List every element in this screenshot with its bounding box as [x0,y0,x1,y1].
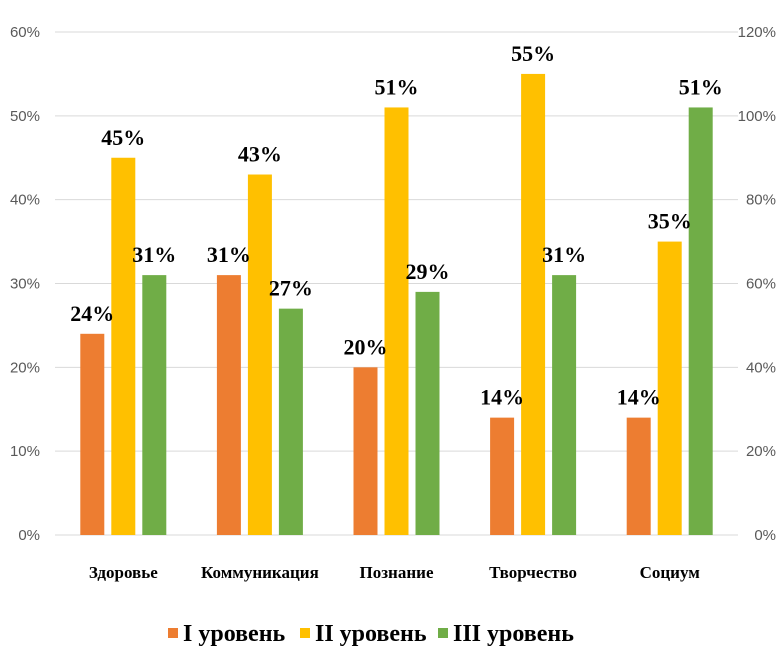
legend: I уровень II уровень III уровень [168,621,574,647]
y-axis-right: 0% 20% 40% 60% 80% 100% 120% [738,24,776,544]
bar-series-3-4 [552,275,577,535]
legend-label: II уровень [315,621,427,647]
y-tick-label: 0% [18,527,40,544]
legend-swatch [438,628,448,638]
legend-label: III уровень [453,621,574,647]
data-label: 51% [375,74,419,99]
y-right-tick-label: 40% [746,359,776,376]
y-right-tick-label: 100% [738,108,776,125]
data-label: 31% [132,242,176,267]
data-label: 29% [406,259,450,284]
y-tick-label: 40% [10,192,40,209]
bar-series-2-1 [111,157,136,535]
data-label: 27% [269,276,313,301]
x-category-label: Творчество [489,563,577,582]
y-right-tick-label: 60% [746,276,776,293]
data-label: 24% [70,301,114,326]
y-tick-label: 60% [10,24,40,41]
data-label: 43% [238,142,282,167]
data-label: 35% [648,209,692,234]
y-tick-label: 10% [10,443,40,460]
y-right-tick-label: 80% [746,192,776,209]
x-category-label: Здоровье [89,563,158,582]
data-label: 14% [480,385,524,410]
y-axis-left: 0% 10% 20% 30% 40% 50% 60% [10,24,40,544]
x-axis-categories: Здоровье Коммуникация Познание Творчество Со… [89,563,700,582]
data-label: 45% [101,125,145,150]
data-label: 14% [617,385,661,410]
bar-series-2-4 [521,73,546,536]
y-right-tick-label: 120% [738,24,776,41]
bar-series-2-2 [247,174,272,535]
y-tick-label: 30% [10,276,40,293]
y-right-tick-label: 0% [754,527,776,544]
data-labels: 24% 45% 31% 31% 43% 27% 20% 51% 29% 14% 55% 31% 14% 3… [70,41,722,410]
bar-series-2-5 [657,241,682,536]
bar-series-3-5 [688,107,713,535]
bar-series-1-5 [626,417,651,535]
y-tick-label: 50% [10,108,40,125]
x-category-label: Коммуникация [201,563,319,582]
bar-series-3-1 [142,275,167,535]
data-label: 55% [511,41,555,66]
bar-series-1-2 [216,275,241,535]
data-label: 31% [207,242,251,267]
data-label: 31% [542,242,586,267]
y-tick-label: 20% [10,359,40,376]
y-right-tick-label: 20% [746,443,776,460]
legend-swatch [168,628,178,638]
data-label: 51% [679,74,723,99]
bars [80,73,713,536]
x-category-label: Познание [360,563,434,582]
bar-series-3-3 [415,291,440,535]
bar-series-2-3 [384,107,409,535]
bar-series-1-1 [80,333,105,535]
legend-swatch [300,628,310,638]
bar-series-1-4 [490,417,515,535]
bar-series-1-3 [353,367,378,535]
x-category-label: Социум [640,563,701,582]
bar-series-3-2 [278,308,303,535]
data-label: 20% [344,334,388,359]
legend-label: I уровень [183,621,286,647]
